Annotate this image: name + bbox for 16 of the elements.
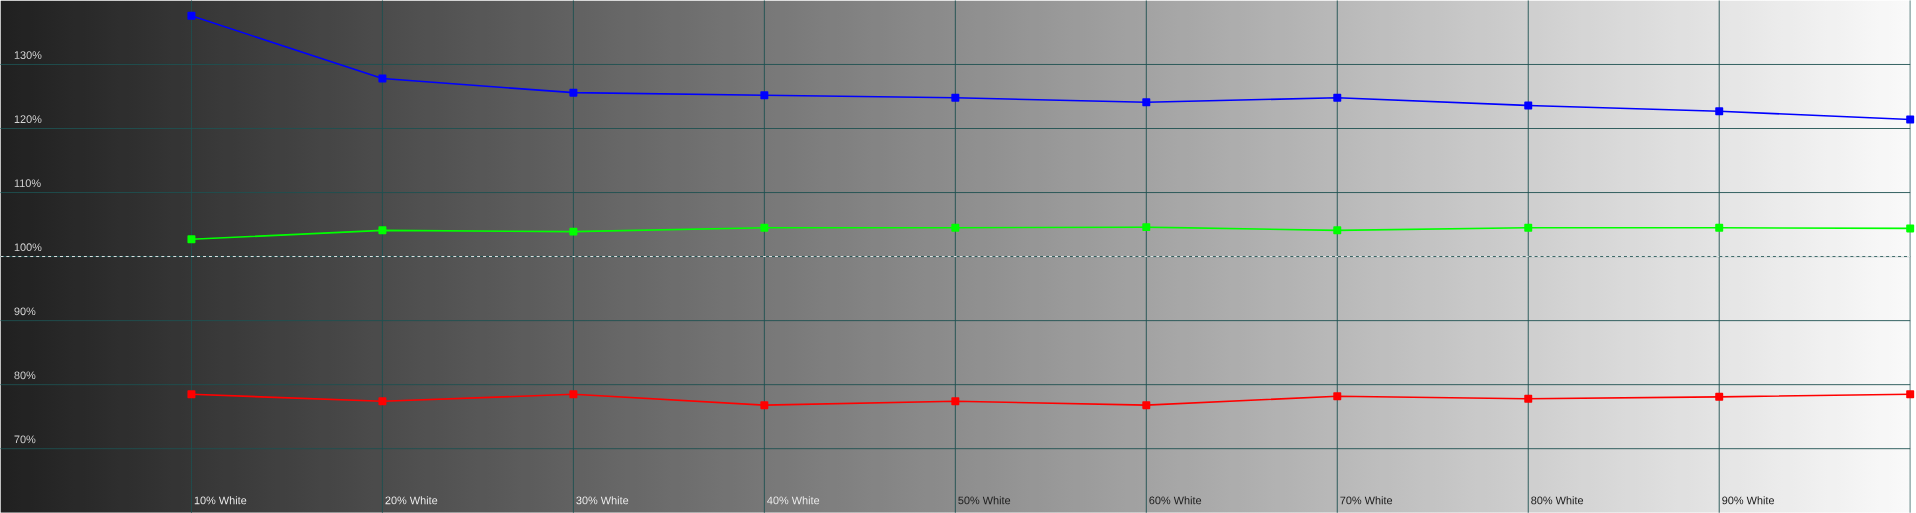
x-tick-label: 70% White xyxy=(1340,496,1393,505)
y-tick-label: 70% xyxy=(14,435,36,444)
y-tick-label: 90% xyxy=(14,307,36,316)
y-tick-label: 110% xyxy=(14,179,41,187)
y-tick-label: 100% xyxy=(14,243,42,251)
x-tick-label: 30% White xyxy=(576,496,629,505)
x-tick-label: 80% White xyxy=(1531,496,1584,505)
y-tick-label: 120% xyxy=(14,115,42,123)
x-tick-label: 20% White xyxy=(385,496,438,505)
x-tick-label: 10% White xyxy=(194,496,247,505)
x-tick-label: 90% White xyxy=(1722,496,1775,505)
x-tick-label: 50% White xyxy=(958,496,1011,505)
x-tick-label: 40% White xyxy=(767,496,820,505)
y-tick-label: 80% xyxy=(14,371,36,380)
y-tick-label: 130% xyxy=(14,51,42,59)
x-tick-label: 60% White xyxy=(1149,496,1202,505)
